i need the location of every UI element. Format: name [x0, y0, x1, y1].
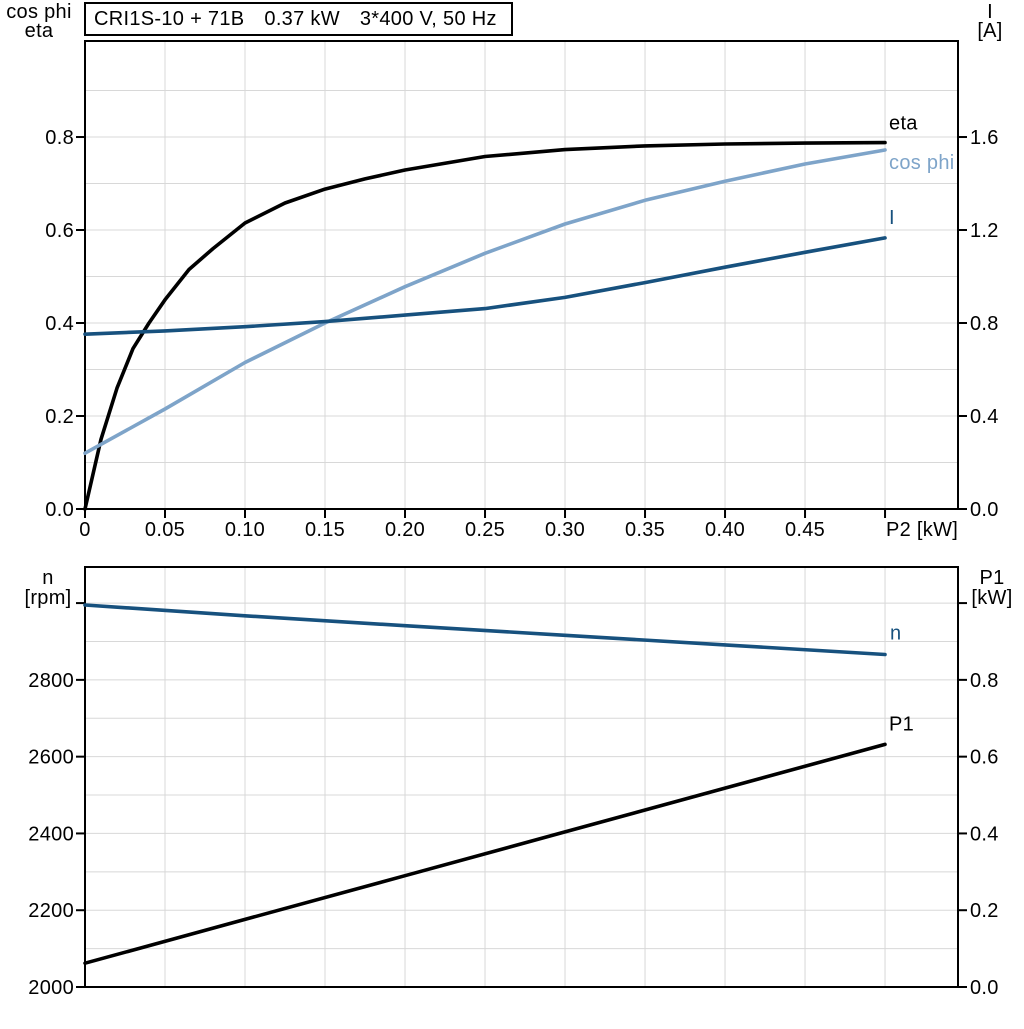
right-axis-tick-label: 0.0 — [970, 977, 999, 999]
left-axis-tick-label: 2200 — [28, 900, 74, 922]
x-axis-tick-label: 0.30 — [545, 519, 585, 541]
left-axis-tick-label: 2800 — [28, 670, 74, 692]
right-axis-tick-label: 0.0 — [970, 499, 999, 521]
x-axis-tick-label: 0.05 — [145, 519, 185, 541]
right-axis-tick-label: 0.4 — [970, 406, 999, 428]
right-axis-title-line: P1 — [979, 567, 1004, 589]
x-axis-tick-label: 0.45 — [785, 519, 825, 541]
x-axis-tick-label: 0.35 — [625, 519, 665, 541]
horizontal-gridlines — [85, 90, 958, 464]
right-axis-title-line: I — [987, 1, 993, 23]
chart-title-part: 3*400 V, 50 Hz — [360, 8, 497, 30]
plot-area — [85, 41, 958, 509]
axis-titles: n[rpm] P1[kW] — [24, 567, 1012, 609]
x-axis-tick-label: 0 — [79, 519, 90, 541]
n-curve-label: n — [890, 623, 901, 645]
plot-area — [85, 567, 958, 987]
chart-speed-power: 200022002400260028000.00.20.40.60.8n[rpm… — [24, 566, 1012, 999]
right-axis-tick-label: 0.2 — [970, 900, 999, 922]
chart-title-box-border — [84, 2, 513, 36]
tick-marks — [76, 602, 967, 988]
plot-frame — [84, 566, 959, 988]
plot-frame — [84, 40, 959, 510]
right-axis-tick-label: 1.2 — [970, 220, 999, 242]
P1-curve — [83, 742, 887, 965]
cos-phi-curve-label: cos phi — [889, 152, 954, 174]
tick-labels: 0.0 0.2 0.4 0.6 0.8 0.0 0.4 0.8 1.2 1.6 0 0.05 0.10 0… — [45, 127, 998, 541]
x-axis-tick-label: 0.25 — [465, 519, 505, 541]
cos-phi-curve — [83, 148, 887, 455]
eta-curve — [83, 140, 887, 511]
left-axis-title-line: n — [42, 567, 53, 589]
left-axis-tick-label: 0.4 — [45, 313, 74, 335]
x-axis-title: P2 [kW] — [886, 519, 958, 541]
tick-labels: 2000 2200 2400 2600 2800 0.0 0.2 0.4 0.6 0.8 — [28, 670, 998, 999]
vertical-gridlines — [164, 41, 886, 509]
x-axis-tick-label: 0.15 — [305, 519, 345, 541]
left-axis-tick-label: 0.8 — [45, 127, 74, 149]
left-axis-tick-label: 0.2 — [45, 406, 74, 428]
n-curve — [83, 603, 887, 657]
left-axis-tick-label: 0.6 — [45, 220, 74, 242]
right-axis-tick-label: 0.6 — [970, 747, 999, 769]
left-axis-title-line: cos phi — [6, 1, 71, 23]
I-curve-label: I — [889, 207, 895, 229]
I-curve — [83, 236, 887, 336]
left-axis-tick-label: 2400 — [28, 823, 74, 845]
left-axis-title-line: eta — [25, 20, 54, 42]
left-axis-tick-label: 2000 — [28, 977, 74, 999]
right-axis-tick-label: 1.6 — [970, 127, 999, 149]
chart-title-part: CRI1S-10 + 71B — [94, 8, 244, 30]
chart-title-part: 0.37 kW — [264, 8, 339, 30]
chart-motor-electrical: 0.0 0.2 0.4 0.6 0.8 0.0 0.4 0.8 1.2 1.6 0 0.05 0.10 0… — [6, 1, 1002, 541]
x-axis-tick-label: 0.10 — [225, 519, 265, 541]
right-axis-tick-label: 0.4 — [970, 823, 999, 845]
left-axis-title-line: [rpm] — [24, 587, 71, 609]
right-axis-tick-label: 0.8 — [970, 670, 999, 692]
x-axis-tick-label: 0.40 — [705, 519, 745, 541]
P1-curve-label: P1 — [889, 713, 914, 735]
chart-title-box: CRI1S-10 + 71B 0.37 kW 3*400 V, 50 Hz — [84, 2, 513, 36]
x-axis-tick-label: 0.20 — [385, 519, 425, 541]
right-axis-title-line: [A] — [977, 20, 1002, 42]
left-axis-tick-label: 2600 — [28, 747, 74, 769]
right-axis-tick-label: 0.8 — [970, 313, 999, 335]
chart-title-text: CRI1S-10 + 71B 0.37 kW 3*400 V, 50 Hz — [94, 8, 497, 30]
right-axis-title-line: [kW] — [971, 587, 1012, 609]
vertical-gridlines — [164, 567, 886, 987]
horizontal-gridlines — [85, 602, 958, 950]
eta-curve-label: eta — [889, 113, 918, 135]
left-axis-tick-label: 0.0 — [45, 499, 74, 521]
